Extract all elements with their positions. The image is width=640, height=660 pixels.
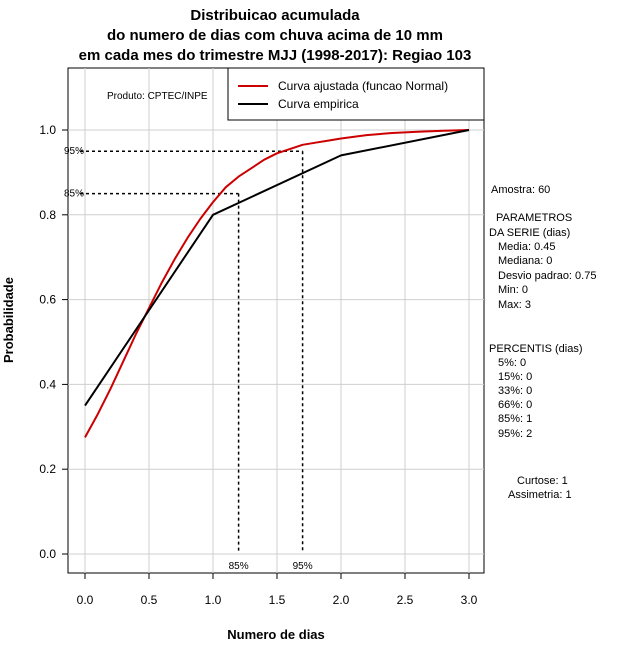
x-tick-label-0: 0.0 — [77, 593, 94, 607]
axes: 0.0 0.5 1.0 1.5 2.0 2.5 3.0 0.0 0.2 0.4 0.6 0.8 1.0 — [39, 123, 477, 607]
stat-param-title-2: DA SERIE (dias) — [489, 227, 570, 239]
stat-p5: 5%: 0 — [498, 357, 526, 369]
series-lines — [84, 129, 470, 438]
percentile-label-y-0: 85% — [64, 189, 84, 200]
percentile-label-x-1: 95% — [293, 561, 313, 572]
chart-title-line-3: em cada mes do trimestre MJJ (1998-2017)… — [79, 47, 472, 64]
chart-title-line-1: Distribuicao acumulada — [190, 7, 360, 24]
stat-max: Max: 3 — [498, 299, 531, 311]
y-axis-label: Probabilidade — [1, 277, 16, 363]
x-tick-label-6: 3.0 — [461, 593, 478, 607]
x-tick-label-5: 2.5 — [397, 593, 414, 607]
stat-p66: 66%: 0 — [498, 399, 532, 411]
x-tick-label-3: 1.5 — [269, 593, 286, 607]
percentile-guides: 85% 85% 95% 95% — [64, 146, 313, 572]
stat-param-title-1: PARAMETROS — [496, 212, 572, 224]
stat-percentis-title: PERCENTIS (dias) — [489, 343, 583, 355]
y-tick-label-3: 0.6 — [39, 293, 56, 307]
product-note: Produto: CPTEC/INPE — [107, 91, 208, 102]
legend-box — [227, 67, 485, 121]
x-axis-label: Numero de dias — [227, 627, 325, 642]
chart-title-line-2: do numero de dias com chuva acima de 10 … — [107, 27, 443, 44]
series-line-0 — [84, 129, 470, 438]
stat-min: Min: 0 — [498, 284, 528, 296]
series-line-1 — [84, 129, 470, 407]
legend: Curva ajustada (funcao Normal) Curva emp… — [227, 67, 485, 121]
y-tick-label-1: 0.2 — [39, 462, 56, 476]
x-tick-label-1: 0.5 — [141, 593, 158, 607]
stat-assimetria: Assimetria: 1 — [508, 489, 572, 501]
y-tick-label-2: 0.4 — [39, 377, 56, 391]
percentile-label-x-0: 85% — [229, 561, 249, 572]
x-tick-label-4: 2.0 — [333, 593, 350, 607]
stat-p15: 15%: 0 — [498, 371, 532, 383]
legend-label-fitted: Curva ajustada (funcao Normal) — [278, 79, 448, 93]
stat-curtose: Curtose: 1 — [517, 475, 568, 487]
y-tick-label-0: 0.0 — [39, 547, 56, 561]
stat-mediana: Mediana: 0 — [498, 255, 552, 267]
stat-p33: 33%: 0 — [498, 385, 532, 397]
x-tick-label-2: 1.0 — [205, 593, 222, 607]
y-tick-label-5: 1.0 — [39, 123, 56, 137]
stat-p95: 95%: 2 — [498, 428, 532, 440]
stat-media: Media: 0.45 — [498, 241, 555, 253]
stat-p85: 85%: 1 — [498, 413, 532, 425]
grid-lines — [68, 68, 484, 573]
statistics-panel: Amostra: 60 PARAMETROS DA SERIE (dias) M… — [489, 184, 596, 501]
y-tick-label-4: 0.8 — [39, 208, 56, 222]
plot-frame — [67, 67, 485, 574]
stat-desvio: Desvio padrao: 0.75 — [498, 270, 596, 282]
legend-label-empirical: Curva empirica — [278, 97, 359, 111]
percentile-label-y-1: 95% — [64, 146, 84, 157]
stat-amostra: Amostra: 60 — [491, 184, 550, 196]
